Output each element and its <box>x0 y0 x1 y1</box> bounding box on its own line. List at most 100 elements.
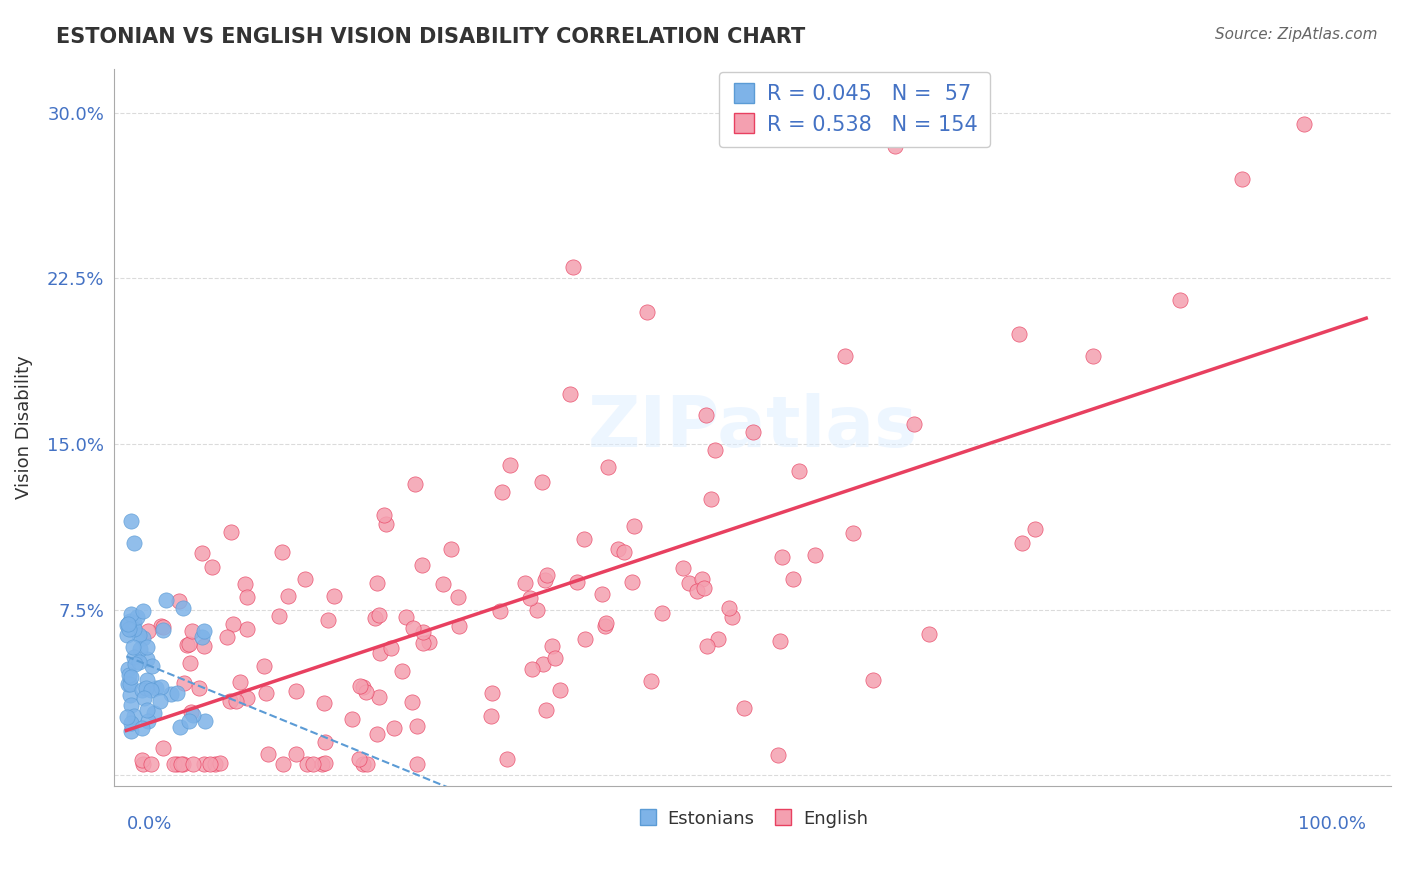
Point <box>595 615 617 630</box>
Point <box>163 757 186 772</box>
Point <box>118 622 141 636</box>
Point <box>284 684 307 698</box>
Point <box>690 572 713 586</box>
Point <box>550 683 572 698</box>
Point <box>132 691 155 706</box>
Point <box>152 624 174 638</box>
Point <box>544 650 567 665</box>
Point <box>707 632 730 647</box>
Point <box>686 584 709 599</box>
Point <box>219 525 242 540</box>
Point <box>117 617 139 632</box>
Point <box>841 526 863 541</box>
Point <box>117 662 139 676</box>
Point <box>120 688 142 702</box>
Point <box>172 757 194 772</box>
Point <box>406 757 429 772</box>
Point <box>363 610 385 624</box>
Point <box>354 685 377 699</box>
Point <box>180 624 202 638</box>
Point <box>172 601 194 615</box>
Point <box>122 709 145 723</box>
Point <box>120 607 142 621</box>
Point <box>177 714 200 728</box>
Point <box>131 721 153 735</box>
Point <box>401 695 423 709</box>
Point <box>700 492 723 507</box>
Point <box>285 747 308 762</box>
Point <box>382 721 405 735</box>
Point <box>253 658 276 673</box>
Point <box>167 593 190 607</box>
Point <box>115 618 138 632</box>
Point <box>135 673 157 687</box>
Point <box>141 658 163 673</box>
Point <box>406 719 429 733</box>
Point <box>155 593 177 607</box>
Point <box>520 662 543 676</box>
Point <box>314 696 336 710</box>
Point <box>593 618 616 632</box>
Point <box>236 691 259 706</box>
Point <box>295 757 318 772</box>
Point <box>117 677 139 691</box>
Point <box>770 550 793 565</box>
Point <box>513 575 536 590</box>
Point <box>318 613 340 627</box>
Point <box>120 670 142 684</box>
Text: 0.0%: 0.0% <box>127 815 172 833</box>
Point <box>1083 349 1105 363</box>
Point <box>136 714 159 729</box>
Point <box>789 464 811 478</box>
Point <box>768 747 790 762</box>
Text: 100.0%: 100.0% <box>1298 815 1367 833</box>
Point <box>479 708 502 723</box>
Point <box>368 690 391 704</box>
Point <box>606 542 628 557</box>
Point <box>135 681 157 695</box>
Point <box>540 639 562 653</box>
Point <box>118 677 141 691</box>
Point <box>717 601 740 615</box>
Point <box>187 681 209 695</box>
Point <box>884 138 907 153</box>
Point <box>489 604 512 618</box>
Point <box>166 757 188 772</box>
Point <box>136 640 159 654</box>
Point <box>302 757 325 772</box>
Point <box>380 640 402 655</box>
Point <box>204 757 226 772</box>
Point <box>208 756 231 771</box>
Point <box>560 387 582 401</box>
Point <box>120 715 142 730</box>
Point <box>131 683 153 698</box>
Point <box>621 574 644 589</box>
Point <box>181 757 204 772</box>
Point <box>695 639 717 653</box>
Point <box>314 756 336 770</box>
Point <box>193 639 215 653</box>
Point <box>150 619 173 633</box>
Point <box>636 304 658 318</box>
Point <box>411 558 433 573</box>
Point <box>565 575 588 590</box>
Point <box>1024 522 1046 536</box>
Point <box>131 753 153 767</box>
Point <box>294 572 316 586</box>
Point <box>804 549 827 563</box>
Point <box>198 757 221 772</box>
Point <box>591 587 613 601</box>
Point <box>132 757 155 772</box>
Point <box>277 589 299 603</box>
Point <box>173 676 195 690</box>
Point <box>145 681 167 695</box>
Point <box>135 703 157 717</box>
Point <box>128 655 150 669</box>
Point <box>720 610 742 624</box>
Point <box>496 752 519 766</box>
Point <box>404 476 426 491</box>
Point <box>179 657 201 671</box>
Point <box>693 581 716 595</box>
Point <box>368 608 391 623</box>
Point <box>139 757 162 772</box>
